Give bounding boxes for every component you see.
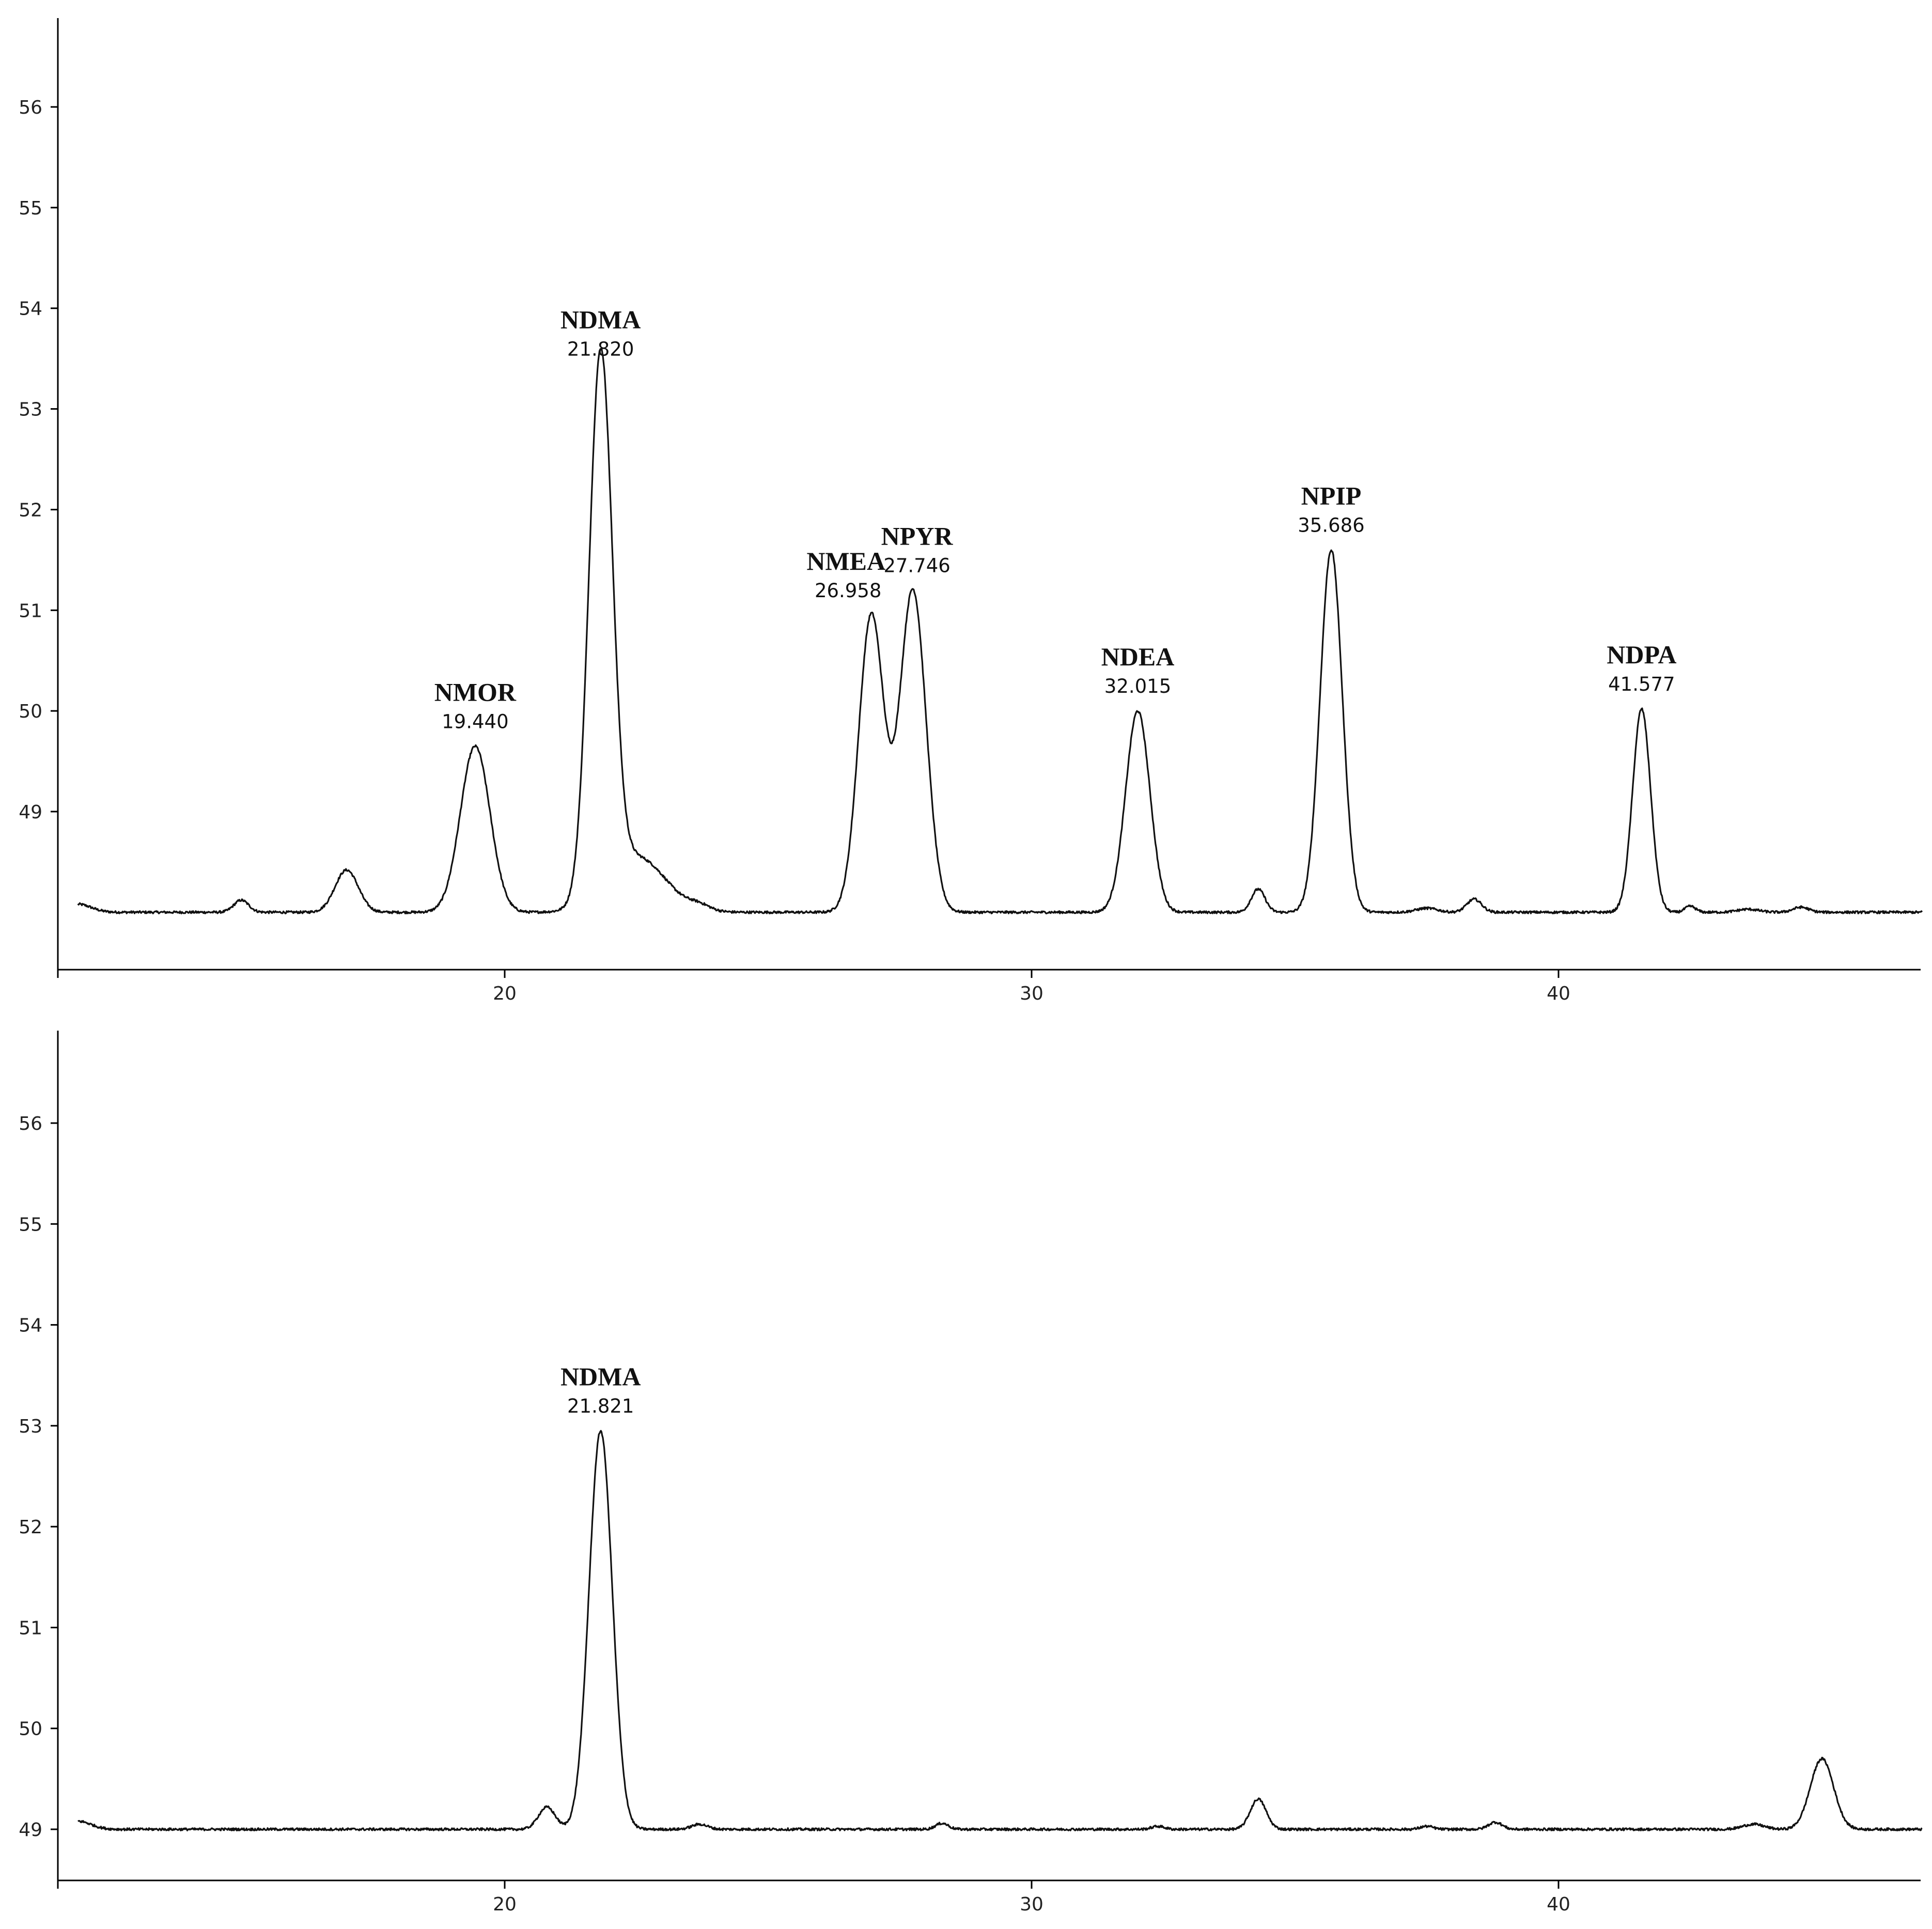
chart-panel-2: 49 50 51 52 53 54 55 56 20 30 40 NDMA 21.821: [19, 1031, 1923, 1915]
peak-name-label: NMEA: [806, 547, 885, 575]
y-tick-label: 51: [19, 600, 42, 621]
peak-rt-label: 21.820: [567, 338, 634, 360]
peak-name-label: NDMA: [560, 1362, 641, 1391]
y-tick-label: 54: [19, 1315, 42, 1336]
peak-name-label: NDEA: [1101, 642, 1175, 671]
y-tick-label: 53: [19, 1416, 42, 1437]
peak-name-label: NPYR: [881, 521, 954, 550]
peak-name-label: NDMA: [560, 305, 641, 334]
chart-panel-1: 49 50 51 52 53 54 55 56 20 30 40 NMOR 19.440 NDMA 21.8…: [19, 18, 1923, 1004]
y-tick-label: 56: [19, 1113, 42, 1134]
chromatogram-trace: [77, 1430, 1923, 1831]
x-tick-label: 30: [1020, 983, 1043, 1004]
chromatogram-trace: [77, 347, 1923, 914]
peak-rt-label: 21.821: [567, 1395, 634, 1418]
y-tick-label: 49: [19, 1819, 42, 1841]
peak-name-label: NPIP: [1301, 481, 1362, 510]
x-tick-label: 30: [1020, 1894, 1043, 1915]
peak-rt-label: 32.015: [1104, 675, 1171, 697]
peak-name-label: NDPA: [1607, 640, 1676, 669]
y-tick-label: 49: [19, 802, 42, 823]
peak-rt-label: 19.440: [442, 710, 508, 733]
peak-rt-label: 35.686: [1298, 514, 1364, 536]
y-tick-label: 51: [19, 1617, 42, 1639]
y-tick-label: 50: [19, 701, 42, 722]
peak-rt-label: 27.746: [883, 554, 950, 577]
y-tick-label: 53: [19, 399, 42, 421]
peak-rt-label: 26.958: [815, 580, 881, 602]
y-tick-label: 55: [19, 198, 42, 219]
peak-name-label: NMOR: [434, 677, 517, 706]
y-tick-label: 52: [19, 1517, 42, 1538]
x-tick-label: 20: [493, 983, 517, 1004]
y-tick-label: 55: [19, 1214, 42, 1235]
y-tick-label: 54: [19, 299, 42, 320]
x-tick-label: 40: [1547, 983, 1570, 1004]
x-tick-label: 20: [493, 1894, 517, 1915]
y-tick-label: 52: [19, 500, 42, 521]
y-tick-label: 50: [19, 1719, 42, 1740]
peak-rt-label: 41.577: [1608, 673, 1675, 695]
y-tick-label: 56: [19, 97, 42, 118]
x-tick-label: 40: [1547, 1894, 1570, 1915]
